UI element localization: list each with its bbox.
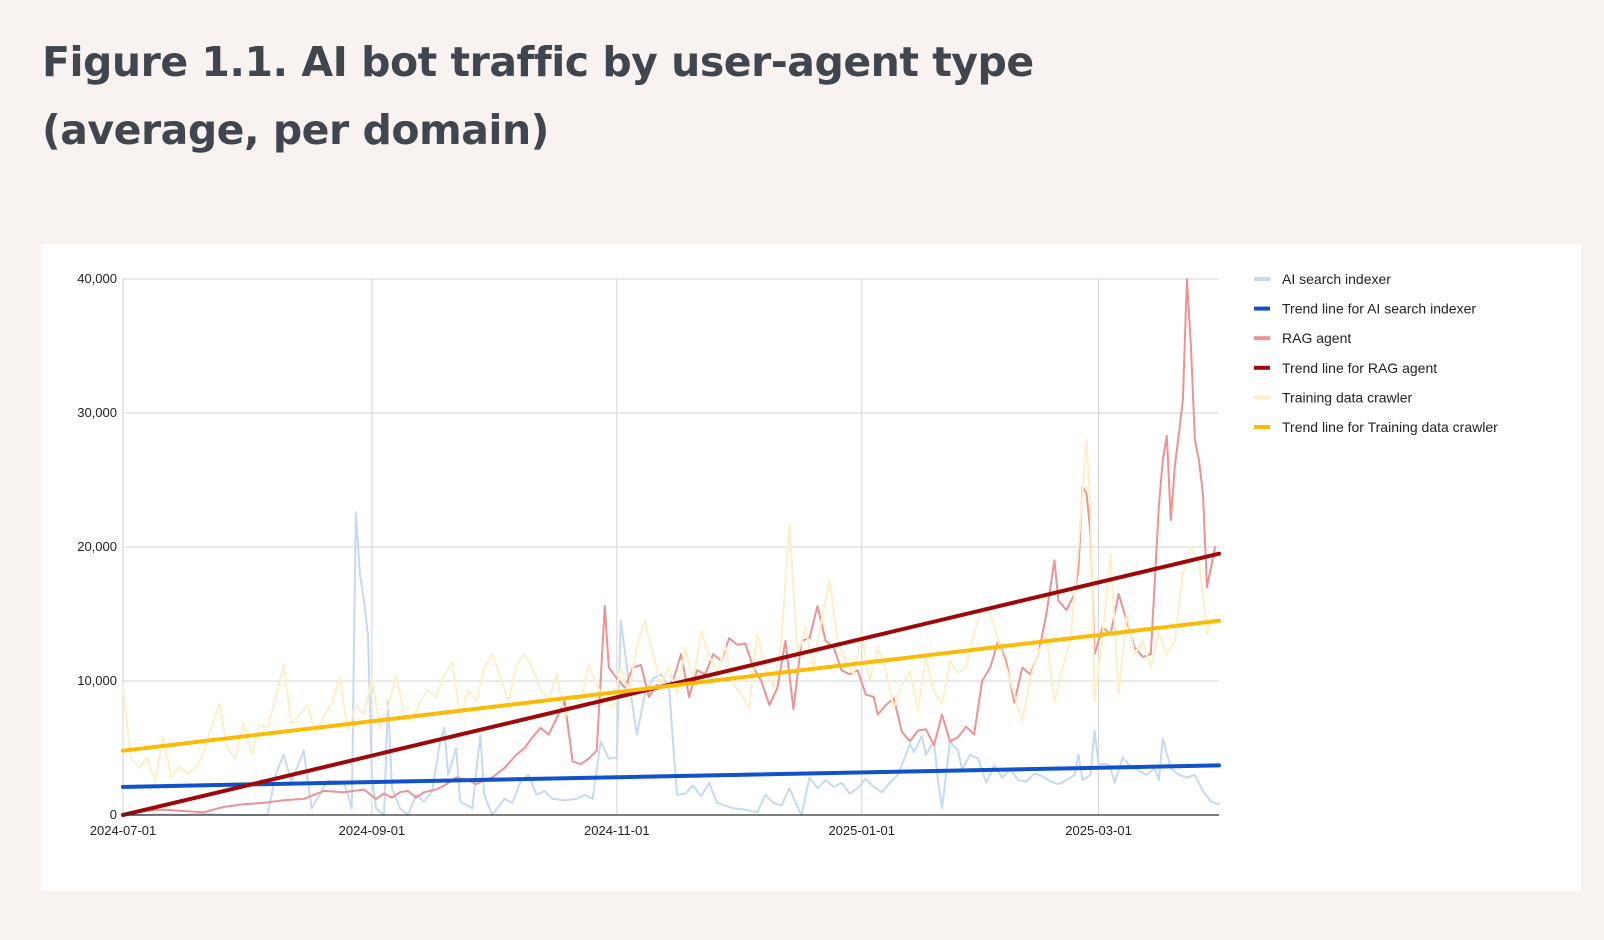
legend-item-training-data-crawler[interactable]: Training data crawler [1254,389,1413,405]
x-tick-label: 2024-09-01 [339,823,406,838]
legend-label: Trend line for Training data crawler [1282,419,1498,435]
legend-item-trend-line-for-ai-search-indexer[interactable]: Trend line for AI search indexer [1254,301,1476,317]
line-chart: 0 10,000 20,000 30,000 40,000 2024-07-01 2024-… [77,271,1498,838]
legend-item-trend-line-for-training-data-crawler[interactable]: Trend line for Training data crawler [1254,419,1498,435]
figure-title: Figure 1.1. AI bot traffic by user-agent… [42,28,1042,164]
x-tick-label: 2024-07-01 [90,823,157,838]
legend-label: Training data crawler [1282,389,1413,405]
series-line-training-data-crawler [122,438,1216,783]
legend-item-rag-agent[interactable]: RAG agent [1254,330,1351,346]
legend-layer: AI search indexer Trend line for AI searc… [1254,271,1498,435]
series-line-rag-agent [122,278,1216,816]
grid-layer [122,278,1219,816]
axis-layer: 0 10,000 20,000 30,000 40,000 2024-07-01 2024-… [77,271,1219,838]
series-line-ai-search-indexer [122,511,1220,816]
series-line-trend-line-for-ai-search-indexer [121,763,1221,789]
legend-label: Trend line for RAG agent [1282,360,1437,376]
legend-label: Trend line for AI search indexer [1282,301,1476,317]
series-line-trend-line-for-training-data-crawler [121,618,1221,753]
y-tick-label: 30,000 [77,405,117,420]
chart-card: 0 10,000 20,000 30,000 40,000 2024-07-01 2024-… [41,244,1581,891]
x-tick-label: 2025-01-01 [828,823,895,838]
legend-item-ai-search-indexer[interactable]: AI search indexer [1254,271,1391,287]
legend-label: RAG agent [1282,330,1351,346]
y-tick-label: 10,000 [77,673,117,688]
x-tick-label: 2025-03-01 [1065,823,1132,838]
y-tick-label: 40,000 [77,271,117,286]
x-tick-label: 2024-11-01 [584,823,650,838]
y-tick-label: 20,000 [77,539,117,554]
legend-label: AI search indexer [1282,271,1391,287]
figure-title-line2: (average, per domain) [42,106,549,154]
figure-title-line1: Figure 1.1. AI bot traffic by user-agent… [42,38,1034,86]
legend-item-trend-line-for-rag-agent[interactable]: Trend line for RAG agent [1254,360,1437,376]
y-tick-label: 0 [110,807,117,822]
series-layer [121,278,1221,817]
